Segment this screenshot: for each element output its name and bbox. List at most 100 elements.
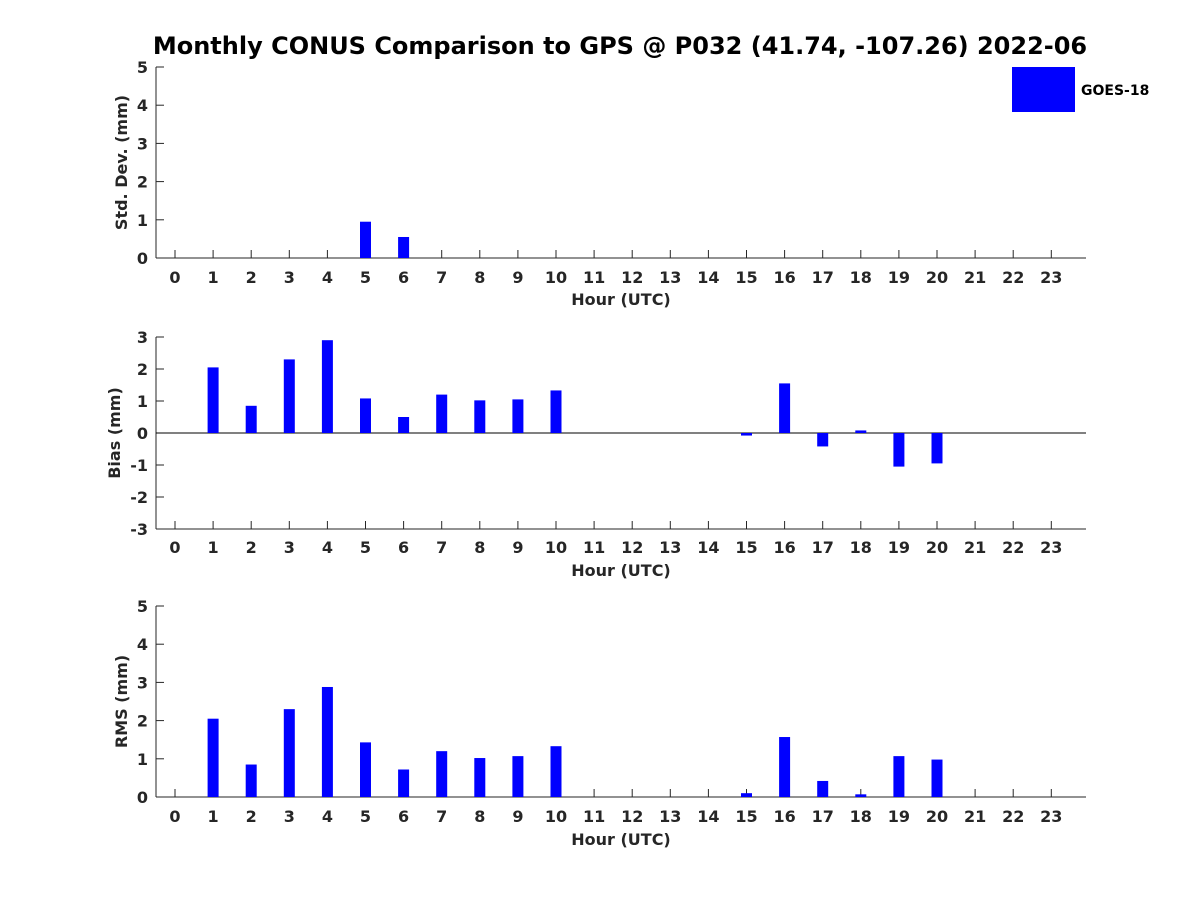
bar-hour-7 bbox=[436, 394, 448, 433]
legend-swatch bbox=[1012, 67, 1075, 112]
x-tick-label: 19 bbox=[888, 268, 910, 287]
bar-hour-4 bbox=[321, 686, 333, 797]
x-tick-label: 22 bbox=[1002, 538, 1024, 557]
x-tick-label: 20 bbox=[926, 268, 948, 287]
y-tick-label: 0 bbox=[137, 249, 148, 268]
x-tick-label: 12 bbox=[621, 807, 643, 826]
bar-hour-1 bbox=[207, 367, 219, 433]
x-tick-label: 23 bbox=[1040, 538, 1062, 557]
x-tick-label: 3 bbox=[284, 538, 295, 557]
x-tick-label: 19 bbox=[888, 807, 910, 826]
x-tick-label: 8 bbox=[474, 268, 485, 287]
x-tick-label: 14 bbox=[697, 807, 719, 826]
bar-hour-3 bbox=[283, 359, 295, 433]
x-tick-label: 7 bbox=[436, 268, 447, 287]
x-tick-label: 21 bbox=[964, 807, 986, 826]
y-tick-label: 2 bbox=[137, 360, 148, 379]
x-tick-label: 2 bbox=[246, 807, 257, 826]
y-axis-label: Std. Dev. (mm) bbox=[112, 95, 131, 230]
x-tick-label: 0 bbox=[169, 538, 180, 557]
bar-hour-20 bbox=[931, 759, 943, 797]
bar-hour-10 bbox=[550, 746, 562, 797]
y-tick-label: 1 bbox=[137, 211, 148, 230]
y-tick-label: 0 bbox=[137, 788, 148, 807]
bar-hour-9 bbox=[512, 399, 524, 433]
x-tick-label: 4 bbox=[322, 807, 333, 826]
bar-hour-3 bbox=[283, 709, 295, 797]
x-tick-label: 9 bbox=[512, 268, 523, 287]
x-tick-label: 5 bbox=[360, 268, 371, 287]
x-tick-label: 1 bbox=[208, 538, 219, 557]
x-tick-label: 0 bbox=[169, 268, 180, 287]
x-tick-label: 16 bbox=[773, 268, 795, 287]
y-tick-label: 4 bbox=[137, 635, 148, 654]
x-tick-label: 8 bbox=[474, 538, 485, 557]
x-tick-label: 21 bbox=[964, 538, 986, 557]
y-tick-label: -1 bbox=[130, 456, 148, 475]
x-tick-label: 17 bbox=[812, 807, 834, 826]
x-tick-label: 19 bbox=[888, 538, 910, 557]
y-tick-label: 2 bbox=[137, 712, 148, 731]
x-tick-label: 10 bbox=[545, 268, 567, 287]
x-tick-label: 20 bbox=[926, 538, 948, 557]
x-tick-label: 15 bbox=[735, 538, 757, 557]
x-tick-label: 13 bbox=[659, 807, 681, 826]
x-tick-label: 17 bbox=[812, 538, 834, 557]
bar-hour-5 bbox=[360, 398, 371, 433]
x-tick-label: 13 bbox=[659, 268, 681, 287]
bar-hour-20 bbox=[931, 433, 943, 464]
x-tick-label: 9 bbox=[512, 807, 523, 826]
y-tick-label: 3 bbox=[137, 328, 148, 347]
x-tick-label: 11 bbox=[583, 268, 605, 287]
bar-hour-19 bbox=[893, 756, 905, 797]
bar-hour-2 bbox=[245, 405, 257, 433]
x-axis-label: Hour (UTC) bbox=[571, 830, 671, 849]
x-axis-label: Hour (UTC) bbox=[571, 290, 671, 309]
y-tick-label: 2 bbox=[137, 173, 148, 192]
x-tick-label: 6 bbox=[398, 807, 409, 826]
bar-hour-17 bbox=[817, 780, 829, 797]
bar-hour-6 bbox=[398, 417, 410, 433]
x-tick-label: 11 bbox=[583, 807, 605, 826]
x-tick-label: 10 bbox=[545, 807, 567, 826]
bar-hour-18 bbox=[855, 794, 867, 797]
y-tick-label: 3 bbox=[137, 673, 148, 692]
bar-hour-1 bbox=[207, 718, 219, 797]
x-tick-label: 7 bbox=[436, 807, 447, 826]
y-tick-label: 3 bbox=[137, 134, 148, 153]
x-tick-label: 8 bbox=[474, 807, 485, 826]
x-tick-label: 4 bbox=[322, 538, 333, 557]
x-tick-label: 9 bbox=[512, 538, 523, 557]
x-tick-label: 14 bbox=[697, 268, 719, 287]
x-tick-label: 18 bbox=[850, 268, 872, 287]
legend: GOES-18 bbox=[1012, 67, 1149, 112]
x-tick-label: 20 bbox=[926, 807, 948, 826]
x-tick-label: 2 bbox=[246, 538, 257, 557]
x-tick-label: 5 bbox=[360, 807, 371, 826]
y-tick-label: -3 bbox=[130, 520, 148, 539]
x-tick-label: 15 bbox=[735, 807, 757, 826]
bar-hour-8 bbox=[474, 758, 486, 797]
x-tick-label: 16 bbox=[773, 807, 795, 826]
legend-label: GOES-18 bbox=[1081, 83, 1149, 99]
y-tick-label: -2 bbox=[130, 488, 148, 507]
bar-hour-16 bbox=[779, 383, 791, 433]
bar-hour-15 bbox=[741, 433, 752, 436]
x-tick-label: 21 bbox=[964, 268, 986, 287]
y-tick-label: 5 bbox=[137, 597, 148, 616]
x-tick-label: 23 bbox=[1040, 807, 1062, 826]
x-tick-label: 7 bbox=[436, 538, 447, 557]
x-tick-label: 12 bbox=[621, 268, 643, 287]
x-tick-label: 10 bbox=[545, 538, 567, 557]
bar-hour-7 bbox=[436, 751, 448, 797]
x-tick-label: 18 bbox=[850, 538, 872, 557]
bar-hour-4 bbox=[321, 340, 333, 433]
x-tick-label: 3 bbox=[284, 807, 295, 826]
x-tick-label: 23 bbox=[1040, 268, 1062, 287]
x-tick-label: 11 bbox=[583, 538, 605, 557]
